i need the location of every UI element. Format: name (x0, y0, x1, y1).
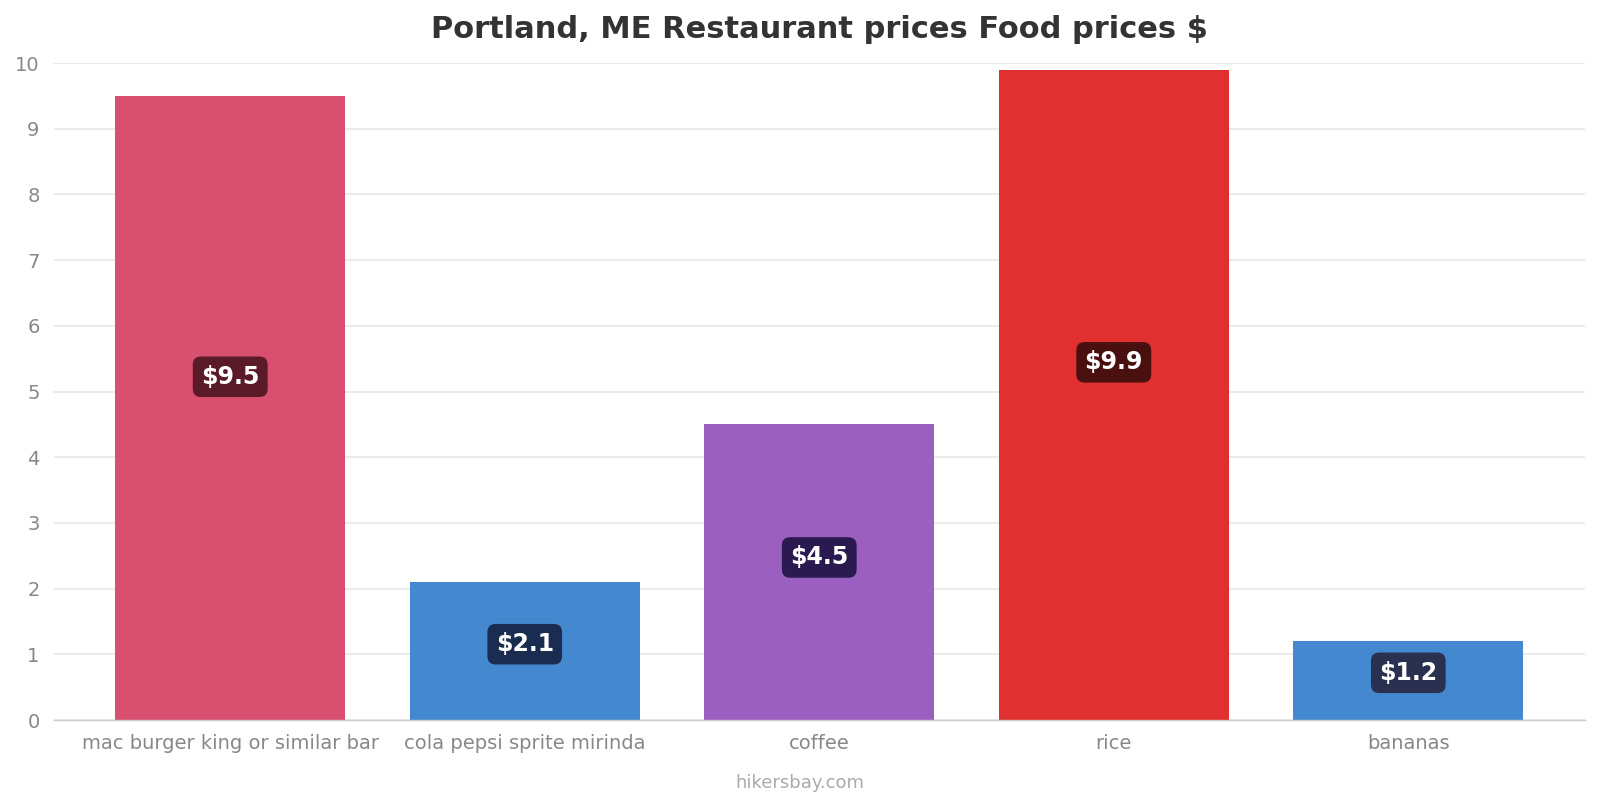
Bar (998, 70, 1229, 720)
Text: $9.5: $9.5 (202, 365, 259, 389)
Text: hikersbay.com: hikersbay.com (736, 774, 864, 792)
Bar (1293, 642, 1523, 720)
Bar (704, 425, 934, 720)
Text: $1.2: $1.2 (1379, 661, 1437, 685)
Bar (115, 96, 346, 720)
Text: $9.9: $9.9 (1085, 350, 1142, 374)
Text: $4.5: $4.5 (790, 546, 848, 570)
Title: Portland, ME Restaurant prices Food prices $: Portland, ME Restaurant prices Food pric… (430, 15, 1208, 44)
Text: $2.1: $2.1 (496, 632, 554, 656)
Bar (410, 582, 640, 720)
